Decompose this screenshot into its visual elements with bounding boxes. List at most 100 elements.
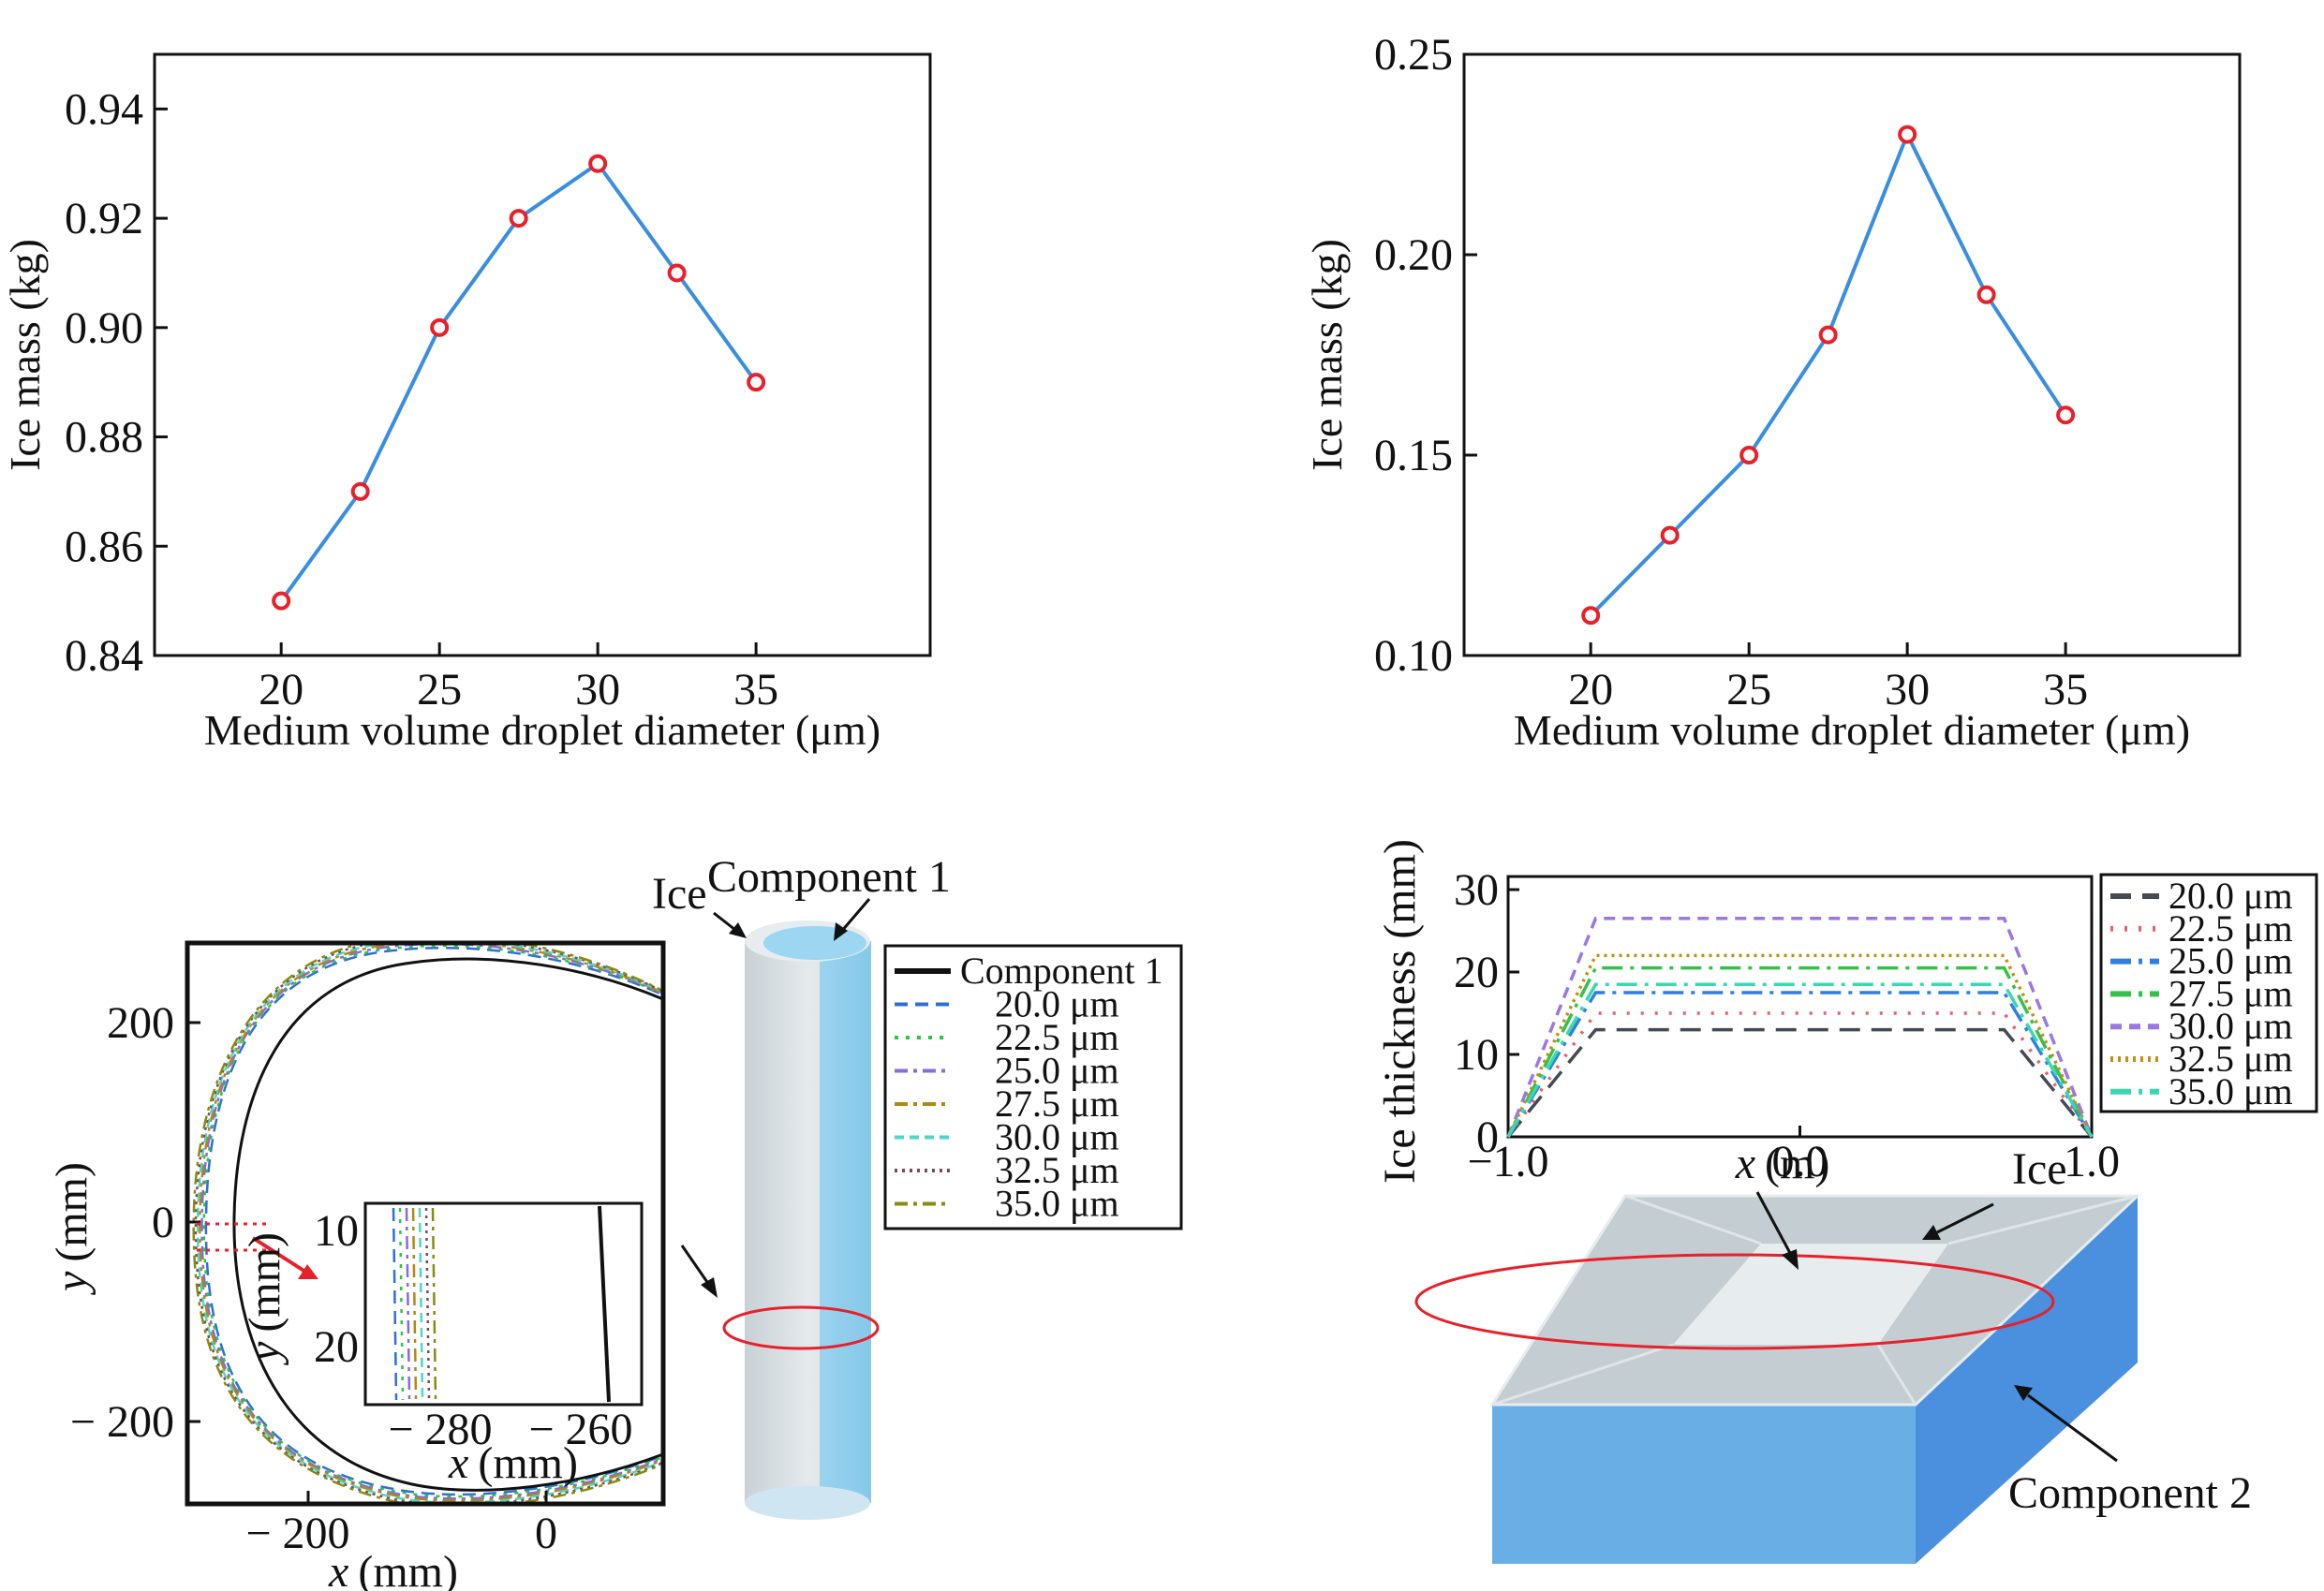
plot-frame	[153, 52, 932, 657]
legend-label: 35.0 μm	[995, 1183, 1119, 1225]
x-axis-label: Medium volume droplet diameter (μm)	[204, 706, 881, 754]
chart-bottom-left: 200 0 − 200 − 200 0 x (mm) y(mm) 10 20 − …	[47, 852, 1183, 1591]
inset-x-axis-label: x (mm)	[448, 1438, 578, 1488]
data-point	[2056, 405, 2076, 425]
box-bevel	[1624, 1194, 1762, 1245]
legend-label: 30.0 μm	[2169, 1005, 2293, 1047]
y-axis-label: Ice mass (kg)	[1, 239, 49, 471]
x-axis-var: x	[1735, 1139, 1755, 1188]
ice-pointer-head	[1922, 1225, 1941, 1240]
component-2-illustration: Ice Component 2	[1414, 1144, 2252, 1564]
cylinder-bottom	[745, 1486, 870, 1520]
inset-frame	[363, 1201, 644, 1407]
x-axis-var: x	[328, 1547, 348, 1591]
ice-pointer-head	[729, 922, 747, 938]
inset-line	[398, 1207, 405, 1401]
data-point	[1976, 285, 1996, 304]
cylinder-component-body	[820, 941, 871, 1503]
series-line	[1506, 991, 2094, 1138]
section-pointer	[1755, 1191, 1793, 1256]
legend-frame	[883, 944, 1183, 1230]
component-pointer-head	[2014, 1385, 2033, 1401]
y-tick-label: 0.88	[65, 413, 143, 463]
ice-contours	[192, 943, 663, 1504]
inset-y-tick-label: 10	[314, 1206, 359, 1256]
inset-y-axis-unit: (mm)	[240, 1232, 289, 1333]
series	[1506, 917, 2094, 1139]
data-point	[1581, 606, 1601, 626]
ice-contour	[200, 943, 663, 1500]
data-point	[1739, 446, 1759, 464]
inset-line	[405, 1207, 411, 1401]
component-1-contour	[232, 957, 663, 1492]
y-ticks: 0.10 0.15 0.20 0.25	[1374, 30, 1477, 681]
legend-label: 22.5 μm	[995, 1016, 1119, 1058]
x-ticks: −1.0 0.0 1.0	[1467, 1126, 2120, 1186]
legend-label: 30.0 μm	[995, 1116, 1119, 1158]
legend-label: 35.0 μm	[2169, 1070, 2293, 1112]
series-line	[1506, 982, 2094, 1138]
y-tick-label: 0.20	[1374, 230, 1453, 280]
data-point	[667, 263, 687, 283]
plot-frame	[1506, 875, 2094, 1139]
y-axis-label: Ice mass (kg)	[1303, 239, 1351, 471]
inset-line	[431, 1207, 437, 1401]
series-line	[1506, 917, 2094, 1138]
y-tick-label: 0.86	[65, 522, 143, 571]
component-1-label: Component 1	[707, 852, 951, 902]
component-pointer	[839, 898, 871, 933]
legend-label: 20.0 μm	[2169, 875, 2293, 917]
box-bevel	[1876, 1344, 1917, 1406]
x-axis-label: Medium volume droplet diameter (μm)	[1514, 706, 2190, 754]
x-axis-unit: (mm)	[358, 1547, 458, 1591]
inset-component-line	[598, 1205, 611, 1403]
x-ticks: 20 25 30 35	[1568, 642, 2088, 714]
legend-frame	[2099, 873, 2318, 1113]
plot-frame	[1462, 52, 2242, 657]
cylinder-top-component	[763, 926, 866, 960]
box-front	[1492, 1405, 1916, 1564]
data-point	[350, 481, 370, 501]
chart-bottom-right: 0 10 20 30 −1.0 0.0 1.0 x (m) Ice thickness (m…	[1375, 839, 2318, 1564]
legend-label: 27.5 μm	[995, 1083, 1119, 1125]
inset-line	[411, 1207, 418, 1401]
y-ticks: 0.84 0.86 0.88 0.90 0.92 0.94	[65, 84, 168, 681]
component-pointer-head	[834, 922, 848, 941]
legend-label: 22.5 μm	[2169, 907, 2293, 950]
inset-y-axis-label: y (mm)	[240, 1232, 289, 1366]
ice-pointer	[713, 911, 736, 932]
inset-x-axis-var: x	[448, 1438, 468, 1488]
section-ring	[1414, 1253, 2055, 1350]
x-tick-label: 0	[535, 1509, 557, 1558]
data-point	[747, 373, 766, 392]
ice-contour	[194, 943, 663, 1504]
legend-label: 25.0 μm	[995, 1050, 1119, 1092]
y-axis-label: Ice thickness (mm)	[1375, 839, 1425, 1184]
x-tick-label: 30	[575, 665, 620, 714]
box-top-recess	[1673, 1244, 1948, 1345]
data-point	[1898, 125, 1917, 144]
legend-label: 32.5 μm	[2169, 1038, 2293, 1080]
chart-top-left: 0.84 0.86 0.88 0.90 0.92 0.94 20 25 30 35 Medium…	[1, 52, 932, 754]
x-tick-label: 0.0	[1772, 1137, 1828, 1186]
data-point	[1660, 525, 1680, 545]
zoom-arrowhead	[298, 1264, 318, 1279]
inset-line	[424, 1207, 431, 1401]
component-pointer	[2027, 1393, 2118, 1463]
box-bevel	[1947, 1194, 2139, 1245]
series-line	[1506, 965, 2094, 1138]
legend-label: 32.5 μm	[995, 1149, 1119, 1191]
x-tick-label: 35	[733, 665, 778, 714]
y-tick-label: 0.84	[65, 631, 143, 681]
series	[272, 154, 766, 611]
x-tick-label: 20	[1568, 665, 1613, 714]
x-axis-label: x (m)	[1735, 1139, 1830, 1188]
series	[1581, 125, 2076, 626]
component-2-label: Component 2	[2008, 1468, 2252, 1518]
legend-label: 20.0 μm	[995, 983, 1119, 1025]
component-1-illustration: Ice Component 1	[652, 852, 951, 1520]
legend-label: 25.0 μm	[2169, 940, 2293, 982]
